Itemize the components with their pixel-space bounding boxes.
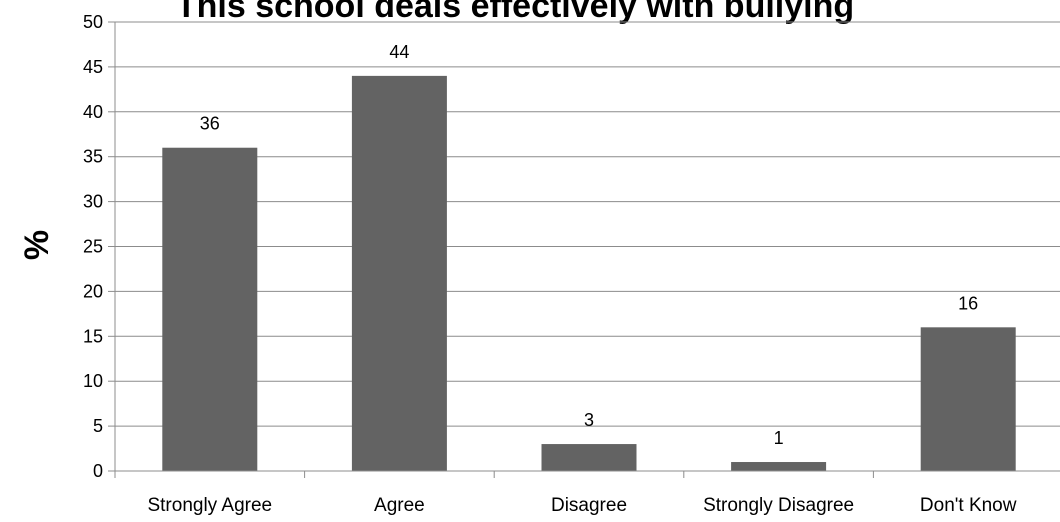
bar	[731, 462, 826, 471]
data-label: 36	[200, 114, 220, 134]
x-tick-label: Disagree	[551, 495, 627, 516]
x-tick-label: Agree	[374, 495, 425, 516]
chart-title: This school deals effectively with bully…	[176, 0, 854, 25]
bar	[542, 444, 637, 471]
y-tick-label: 50	[83, 12, 103, 32]
data-label: 1	[774, 428, 784, 448]
x-tick-label: Don't Know	[920, 495, 1017, 516]
bar	[162, 148, 257, 471]
y-tick-label: 10	[83, 371, 103, 391]
bar	[921, 327, 1016, 471]
y-tick-label: 5	[93, 416, 103, 436]
y-tick-label: 25	[83, 237, 103, 257]
data-labels: 36 44 3 1 16	[200, 42, 978, 448]
y-tick-label: 45	[83, 57, 103, 77]
data-label: 44	[389, 42, 409, 62]
y-tick-label: 35	[83, 147, 103, 167]
y-tick-label: 0	[93, 461, 103, 481]
bar	[352, 76, 447, 471]
data-label: 3	[584, 410, 594, 430]
y-tick-label: 15	[83, 326, 103, 346]
data-label: 16	[958, 293, 978, 313]
y-axis-ticks: 0 5 10 15 20 25 30 35 40 45 50	[83, 12, 115, 481]
x-tick-label: Strongly Disagree	[703, 495, 854, 516]
y-tick-label: 20	[83, 281, 103, 301]
x-tick-label: Strongly Agree	[147, 495, 272, 516]
y-axis-label: %	[18, 230, 56, 260]
y-tick-label: 40	[83, 102, 103, 122]
y-tick-label: 30	[83, 192, 103, 212]
